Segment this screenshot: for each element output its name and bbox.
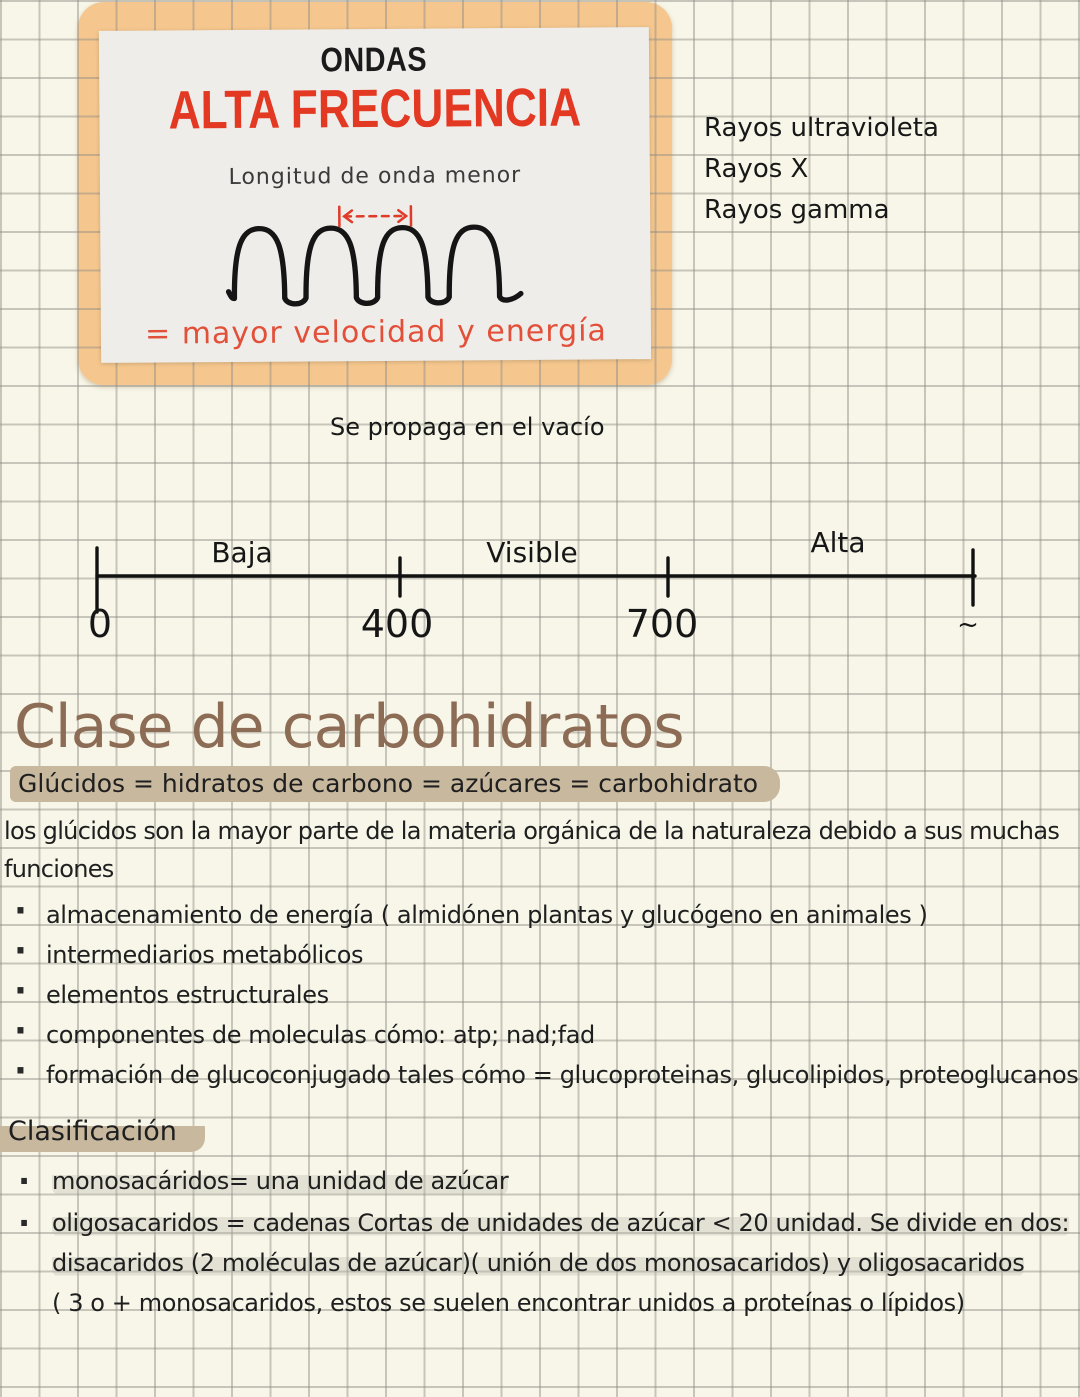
function-item: componentes de moleculas cómo: atp; nad;… bbox=[0, 1016, 1080, 1050]
wave-infographic-card: ONDAS ALTA FRECUENCIA Longitud de onda m… bbox=[78, 2, 672, 385]
wavelength-measure-arrow bbox=[338, 204, 413, 228]
band-label-baja: Baja bbox=[211, 536, 273, 569]
carbohydrates-section: Clase de carbohidratos Glúcidos = hidrat… bbox=[0, 692, 1080, 1325]
highlighted-classification: Clasificación bbox=[0, 1114, 205, 1153]
classification-list: monosacáridos= una unidad de azúcar olig… bbox=[0, 1161, 1080, 1323]
wavelength-label: Longitud de onda menor bbox=[228, 162, 522, 190]
ray-item: Rayos ultravioleta bbox=[704, 113, 939, 143]
functions-list: almacenamiento de energía ( almidónen pl… bbox=[0, 896, 1080, 1090]
function-item: almacenamiento de energía ( almidónen pl… bbox=[0, 896, 1080, 930]
wave-card-caption: = mayor velocidad y energía bbox=[144, 313, 607, 352]
tick-0: 0 bbox=[87, 602, 113, 646]
spectrum-scale: Baja Visible Alta 0 400 700 ~ bbox=[80, 526, 980, 670]
rays-list: Rayos ultravioleta Rayos X Rayos gamma bbox=[704, 108, 939, 231]
intro-paragraph: los glúcidos son la mayor parte de la ma… bbox=[4, 817, 1060, 884]
oligosaccharides-line-2: disacaridos (2 moléculas de azúcar)( uni… bbox=[52, 1249, 1025, 1278]
oligosaccharides-line-3: ( 3 o + monosacaridos, estos se suelen e… bbox=[52, 1289, 965, 1318]
ray-item: Rayos gamma bbox=[704, 195, 890, 225]
classification-item: monosacáridos= una unidad de azúcar bbox=[0, 1161, 1080, 1201]
high-frequency-wave-icon bbox=[225, 204, 524, 307]
wave-curve bbox=[225, 224, 524, 307]
classification-heading: Clasificación bbox=[0, 1114, 1080, 1153]
ray-item: Rayos X bbox=[704, 154, 809, 184]
tick-400: 400 bbox=[360, 602, 434, 646]
wave-card-title: ONDAS bbox=[320, 40, 428, 80]
tick-700: 700 bbox=[625, 602, 699, 646]
oligosaccharides-line-1: oligosacaridos = cadenas Cortas de unida… bbox=[52, 1209, 1070, 1238]
function-item: elementos estructurales bbox=[0, 976, 1080, 1010]
spectrum-scale-axis bbox=[95, 546, 977, 614]
definition-line: Glúcidos = hidratos de carbono = azúcare… bbox=[10, 766, 1080, 803]
wave-card-subtitle: ALTA FRECUENCIA bbox=[167, 77, 581, 141]
function-item: intermediarios metabólicos bbox=[0, 936, 1080, 970]
tick-end: ~ bbox=[957, 610, 979, 640]
band-label-visible: Visible bbox=[486, 536, 578, 569]
section-heading: Clase de carbohidratos bbox=[14, 692, 685, 762]
monosaccharides-line: monosacáridos= una unidad de azúcar bbox=[52, 1167, 509, 1196]
highlighted-definition: Glúcidos = hidratos de carbono = azúcare… bbox=[10, 766, 781, 803]
wave-card-paper: ONDAS ALTA FRECUENCIA Longitud de onda m… bbox=[98, 27, 652, 363]
band-label-alta: Alta bbox=[810, 526, 866, 559]
propagation-note: Se propaga en el vacío bbox=[330, 413, 605, 441]
function-item: formación de glucoconjugado tales cómo =… bbox=[0, 1056, 1080, 1090]
classification-item: oligosacaridos = cadenas Cortas de unida… bbox=[0, 1203, 1080, 1323]
